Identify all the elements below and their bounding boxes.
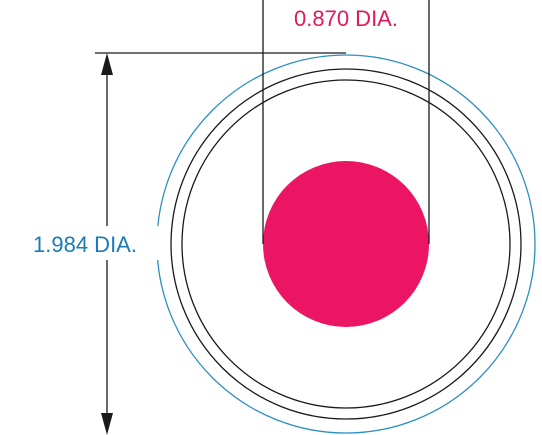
outer-dimension-arrow-bottom bbox=[101, 413, 113, 435]
outer-label-bg bbox=[12, 226, 162, 260]
outer-dimension-arrow-top bbox=[101, 53, 113, 75]
inner-diameter-label: 0.870 DIA. bbox=[294, 6, 398, 31]
inner-ring bbox=[181, 79, 511, 409]
inner-disc bbox=[263, 161, 429, 327]
middle-ring bbox=[170, 68, 522, 420]
outer-diameter-label: 1.984 DIA. bbox=[33, 232, 137, 257]
